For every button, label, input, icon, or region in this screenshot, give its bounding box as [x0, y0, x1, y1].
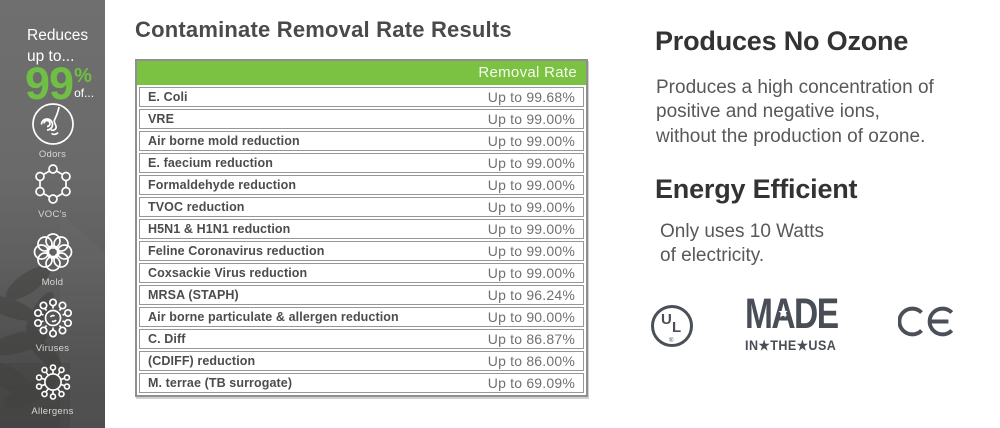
energy-heading: Energy Efficient — [655, 174, 858, 204]
table-body: E. Coli Up to 99.68% VRE Up to 99.00% Air … — [137, 85, 586, 395]
ul-letter-u: U — [661, 311, 672, 328]
contaminant-name: E. faecium reduction — [148, 156, 273, 170]
removal-rate-value: Up to 69.09% — [487, 375, 575, 391]
contaminant-name: Air borne mold reduction — [148, 134, 300, 148]
sidebar: Reduces up to... 99 % of... Odors — [0, 0, 105, 428]
big-percentage-number: 99 — [25, 58, 74, 109]
contaminant-name: C. Diff — [148, 332, 186, 346]
energy-line: of electricity. — [660, 245, 765, 267]
sidebar-item-viruses: Viruses — [0, 296, 105, 354]
table-row: Feline Coronavirus reduction Up to 99.00% — [139, 241, 584, 261]
table-row: E. faecium reduction Up to 99.00% — [139, 153, 584, 173]
tagline-line2: up to... — [27, 47, 75, 65]
removal-rate-value: Up to 99.00% — [487, 111, 575, 127]
big-percentage: 99 % of... — [25, 58, 95, 109]
contaminant-name: MRSA (STAPH) — [148, 288, 239, 302]
removal-rate-value: Up to 99.68% — [487, 89, 575, 105]
contaminant-name: M. terrae (TB surrogate) — [148, 376, 293, 390]
contaminant-name: H5N1 & H1N1 reduction — [148, 222, 291, 236]
sidebar-item-vocs: VOC's — [0, 162, 105, 220]
removal-rate-value: Up to 86.87% — [487, 331, 575, 347]
contaminant-name: VRE — [148, 112, 175, 126]
viruses-icon — [33, 298, 72, 338]
sidebar-item-label: Mold — [41, 277, 64, 288]
star-icon: ★ — [778, 305, 788, 320]
sidebar-item-label: Odors — [38, 149, 67, 160]
sidebar-item-mold: Mold — [0, 230, 105, 288]
removal-rate-value: Up to 90.00% — [487, 309, 575, 325]
page-title: Contaminate Removal Rate Results — [135, 17, 512, 42]
removal-rate-value: Up to 99.00% — [487, 155, 575, 171]
sidebar-item-label: Allergens — [31, 406, 74, 417]
table-row: E. Coli Up to 99.68% — [139, 87, 584, 107]
mold-icon — [33, 233, 72, 272]
ozone-heading: Produces No Ozone — [655, 26, 909, 56]
made-text: MADE — [745, 290, 839, 338]
ce-mark-icon — [898, 306, 954, 337]
removal-rate-value: Up to 99.00% — [487, 243, 575, 259]
removal-rate-value: Up to 99.00% — [487, 199, 575, 215]
ul-certification-badge: U L ® — [651, 305, 693, 353]
table-row: H5N1 & H1N1 reduction Up to 99.00% — [139, 219, 584, 239]
ozone-line: without the production of ozone. — [656, 125, 926, 147]
removal-rate-value: Up to 99.00% — [487, 133, 575, 149]
removal-rate-value: Up to 99.00% — [487, 177, 575, 193]
energy-paragraph: Only uses 10 Watts of electricity. — [660, 220, 824, 269]
table-header-removal-rate: Removal Rate — [137, 61, 586, 85]
ozone-line: Produces a high concentration of — [656, 77, 934, 98]
made-in-usa-line2: IN★THE★USA — [745, 338, 837, 353]
table-row: Air borne mold reduction Up to 99.00% — [139, 131, 584, 151]
contaminant-name: Air borne particulate & allergen reducti… — [148, 310, 399, 324]
energy-line: Only uses 10 Watts — [660, 221, 825, 242]
removal-rate-table: Removal Rate E. Coli Up to 99.68% VRE Up t… — [135, 59, 588, 397]
allergens-icon — [35, 364, 70, 400]
table-row: C. Diff Up to 86.87% — [139, 329, 584, 349]
removal-rate-value: Up to 99.00% — [487, 221, 575, 237]
table-row: Formaldehyde reduction Up to 99.00% — [139, 175, 584, 195]
table-row: Coxsackie Virus reduction Up to 99.00% — [139, 263, 584, 283]
sidebar-tagline: Reduces up to... — [27, 26, 88, 68]
ozone-paragraph: Produces a high concentration of positiv… — [656, 76, 934, 149]
odors-icon — [31, 103, 74, 145]
table-row: Air borne particulate & allergen reducti… — [139, 307, 584, 327]
contaminant-name: Coxsackie Virus reduction — [148, 266, 308, 280]
percent-sign: % — [74, 65, 92, 87]
sidebar-item-odors: Odors — [0, 102, 105, 160]
contaminant-name: TVOC reduction — [148, 200, 245, 214]
table-row: M. terrae (TB surrogate) Up to 69.09% — [139, 373, 584, 393]
sidebar-item-label: VOC's — [38, 209, 67, 220]
of-text: of... — [74, 86, 95, 100]
vocs-icon — [34, 164, 71, 204]
removal-rate-value: Up to 99.00% — [487, 265, 575, 281]
table-row: VRE Up to 99.00% — [139, 109, 584, 129]
contaminant-name: E. Coli — [148, 90, 188, 104]
registered-mark: ® — [669, 338, 674, 344]
sidebar-item-allergens: Allergens — [0, 361, 105, 417]
contaminant-name: (CDIFF) reduction — [148, 354, 256, 368]
table-row: MRSA (STAPH) Up to 96.24% — [139, 285, 584, 305]
table-row: TVOC reduction Up to 99.00% — [139, 197, 584, 217]
made-in-usa-badge: MADE ★ IN★THE★USA — [745, 293, 855, 354]
removal-rate-value: Up to 86.00% — [487, 353, 575, 369]
tagline-line1: Reduces — [27, 27, 89, 44]
table-row: (CDIFF) reduction Up to 86.00% — [139, 351, 584, 371]
sidebar-item-label: Viruses — [35, 343, 70, 354]
removal-rate-value: Up to 96.24% — [487, 287, 575, 303]
contaminant-name: Feline Coronavirus reduction — [148, 244, 325, 258]
ul-letter-l: L — [672, 319, 682, 336]
made-in-usa-line1: MADE ★ — [745, 293, 839, 336]
ul-logo-icon: U L ® — [651, 305, 693, 347]
ozone-line: positive and negative ions, — [656, 101, 880, 123]
contaminant-name: Formaldehyde reduction — [148, 178, 297, 192]
